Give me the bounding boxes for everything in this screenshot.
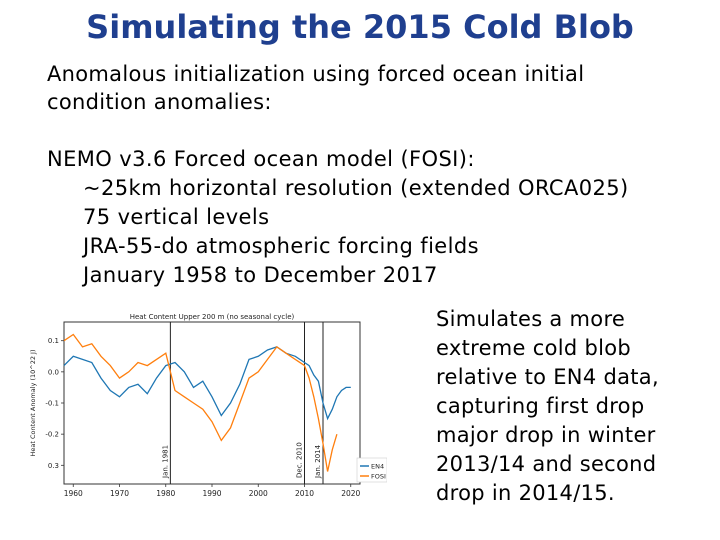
x-tick-label: 1970 (110, 489, 129, 498)
x-tick-label: 1980 (156, 489, 175, 498)
plot-frame (63, 321, 361, 485)
legend-label: FOSI (371, 473, 386, 481)
y-axis-label: Heat Content Anomaly (10^22 J) (29, 349, 37, 456)
y-tick-label: 0.3 (48, 462, 59, 470)
series-line-en4 (63, 346, 351, 421)
annotation-label: Jan. 2014 (314, 444, 322, 479)
x-tick-label: 2020 (341, 489, 360, 498)
side-line: drop in 2014/15. (436, 481, 615, 505)
x-tick-label: 1960 (64, 489, 83, 498)
slide-title: Simulating the 2015 Cold Blob (86, 8, 634, 46)
heat-content-chart: Heat Content Upper 200 m (no seasonal cy… (29, 313, 387, 498)
y-tick-label: -0.1 (45, 400, 59, 408)
side-line: extreme cold blob (436, 336, 632, 360)
model-bullet: 75 vertical levels (83, 205, 270, 229)
y-tick-label: 0.1 (48, 337, 59, 345)
y-tick-label: 0.0 (48, 368, 59, 376)
side-line: major drop in winter (436, 423, 656, 447)
chart-title: Heat Content Upper 200 m (no seasonal cy… (130, 313, 295, 321)
x-tick-label: 2000 (249, 489, 268, 498)
side-line: capturing first drop (436, 394, 645, 418)
y-tick-label: -0.2 (45, 431, 59, 439)
intro-line: Anomalous initialization using forced oc… (47, 62, 585, 86)
model-description: NEMO v3.6 Forced ocean model (FOSI): ~25… (47, 145, 707, 290)
x-tick-label: 2010 (295, 489, 314, 498)
model-heading: NEMO v3.6 Forced ocean model (FOSI): (47, 147, 475, 171)
series-line-fosi (63, 333, 338, 472)
side-line: Simulates a more (436, 307, 626, 331)
legend-label: EN4 (371, 463, 384, 471)
side-description: Simulates a more extreme cold blob relat… (436, 305, 696, 508)
annotation-label: Jan. 1981 (161, 445, 169, 479)
model-bullet: January 1958 to December 2017 (83, 263, 438, 287)
intro-line: condition anomalies: (47, 90, 272, 114)
model-bullet: ~25km horizontal resolution (extended OR… (83, 176, 629, 200)
model-bullet: JRA-55-do atmospheric forcing fields (83, 234, 479, 258)
legend-box (356, 457, 387, 483)
intro-text: Anomalous initialization using forced oc… (47, 60, 667, 116)
annotation-label: Dec. 2010 (296, 442, 304, 478)
side-line: relative to EN4 data, (436, 365, 659, 389)
x-tick-label: 1990 (202, 489, 221, 498)
side-line: 2013/14 and second (436, 452, 657, 476)
